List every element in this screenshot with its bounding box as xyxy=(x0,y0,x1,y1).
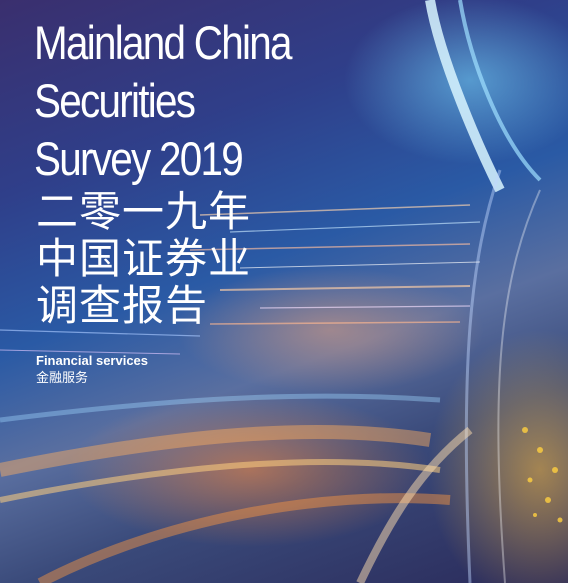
report-title-chinese: 二零一九年 中国证券业 调查报告 xyxy=(36,188,251,329)
cn-title-line-2: 中国证券业 xyxy=(36,234,252,283)
cn-title-line-1: 二零一九年 xyxy=(36,187,252,236)
cn-title-line-3: 调查报告 xyxy=(36,281,209,330)
title-line-1: Mainland China xyxy=(34,16,293,69)
section-label: Financial services 金融服务 xyxy=(36,352,148,388)
report-title-english: Mainland China Securities Survey 2019 xyxy=(34,14,293,188)
section-label-english: Financial services xyxy=(36,353,149,368)
title-line-2: Securities xyxy=(34,74,196,127)
section-label-chinese: 金融服务 xyxy=(36,371,89,386)
title-line-3: Survey 2019 xyxy=(34,132,244,185)
